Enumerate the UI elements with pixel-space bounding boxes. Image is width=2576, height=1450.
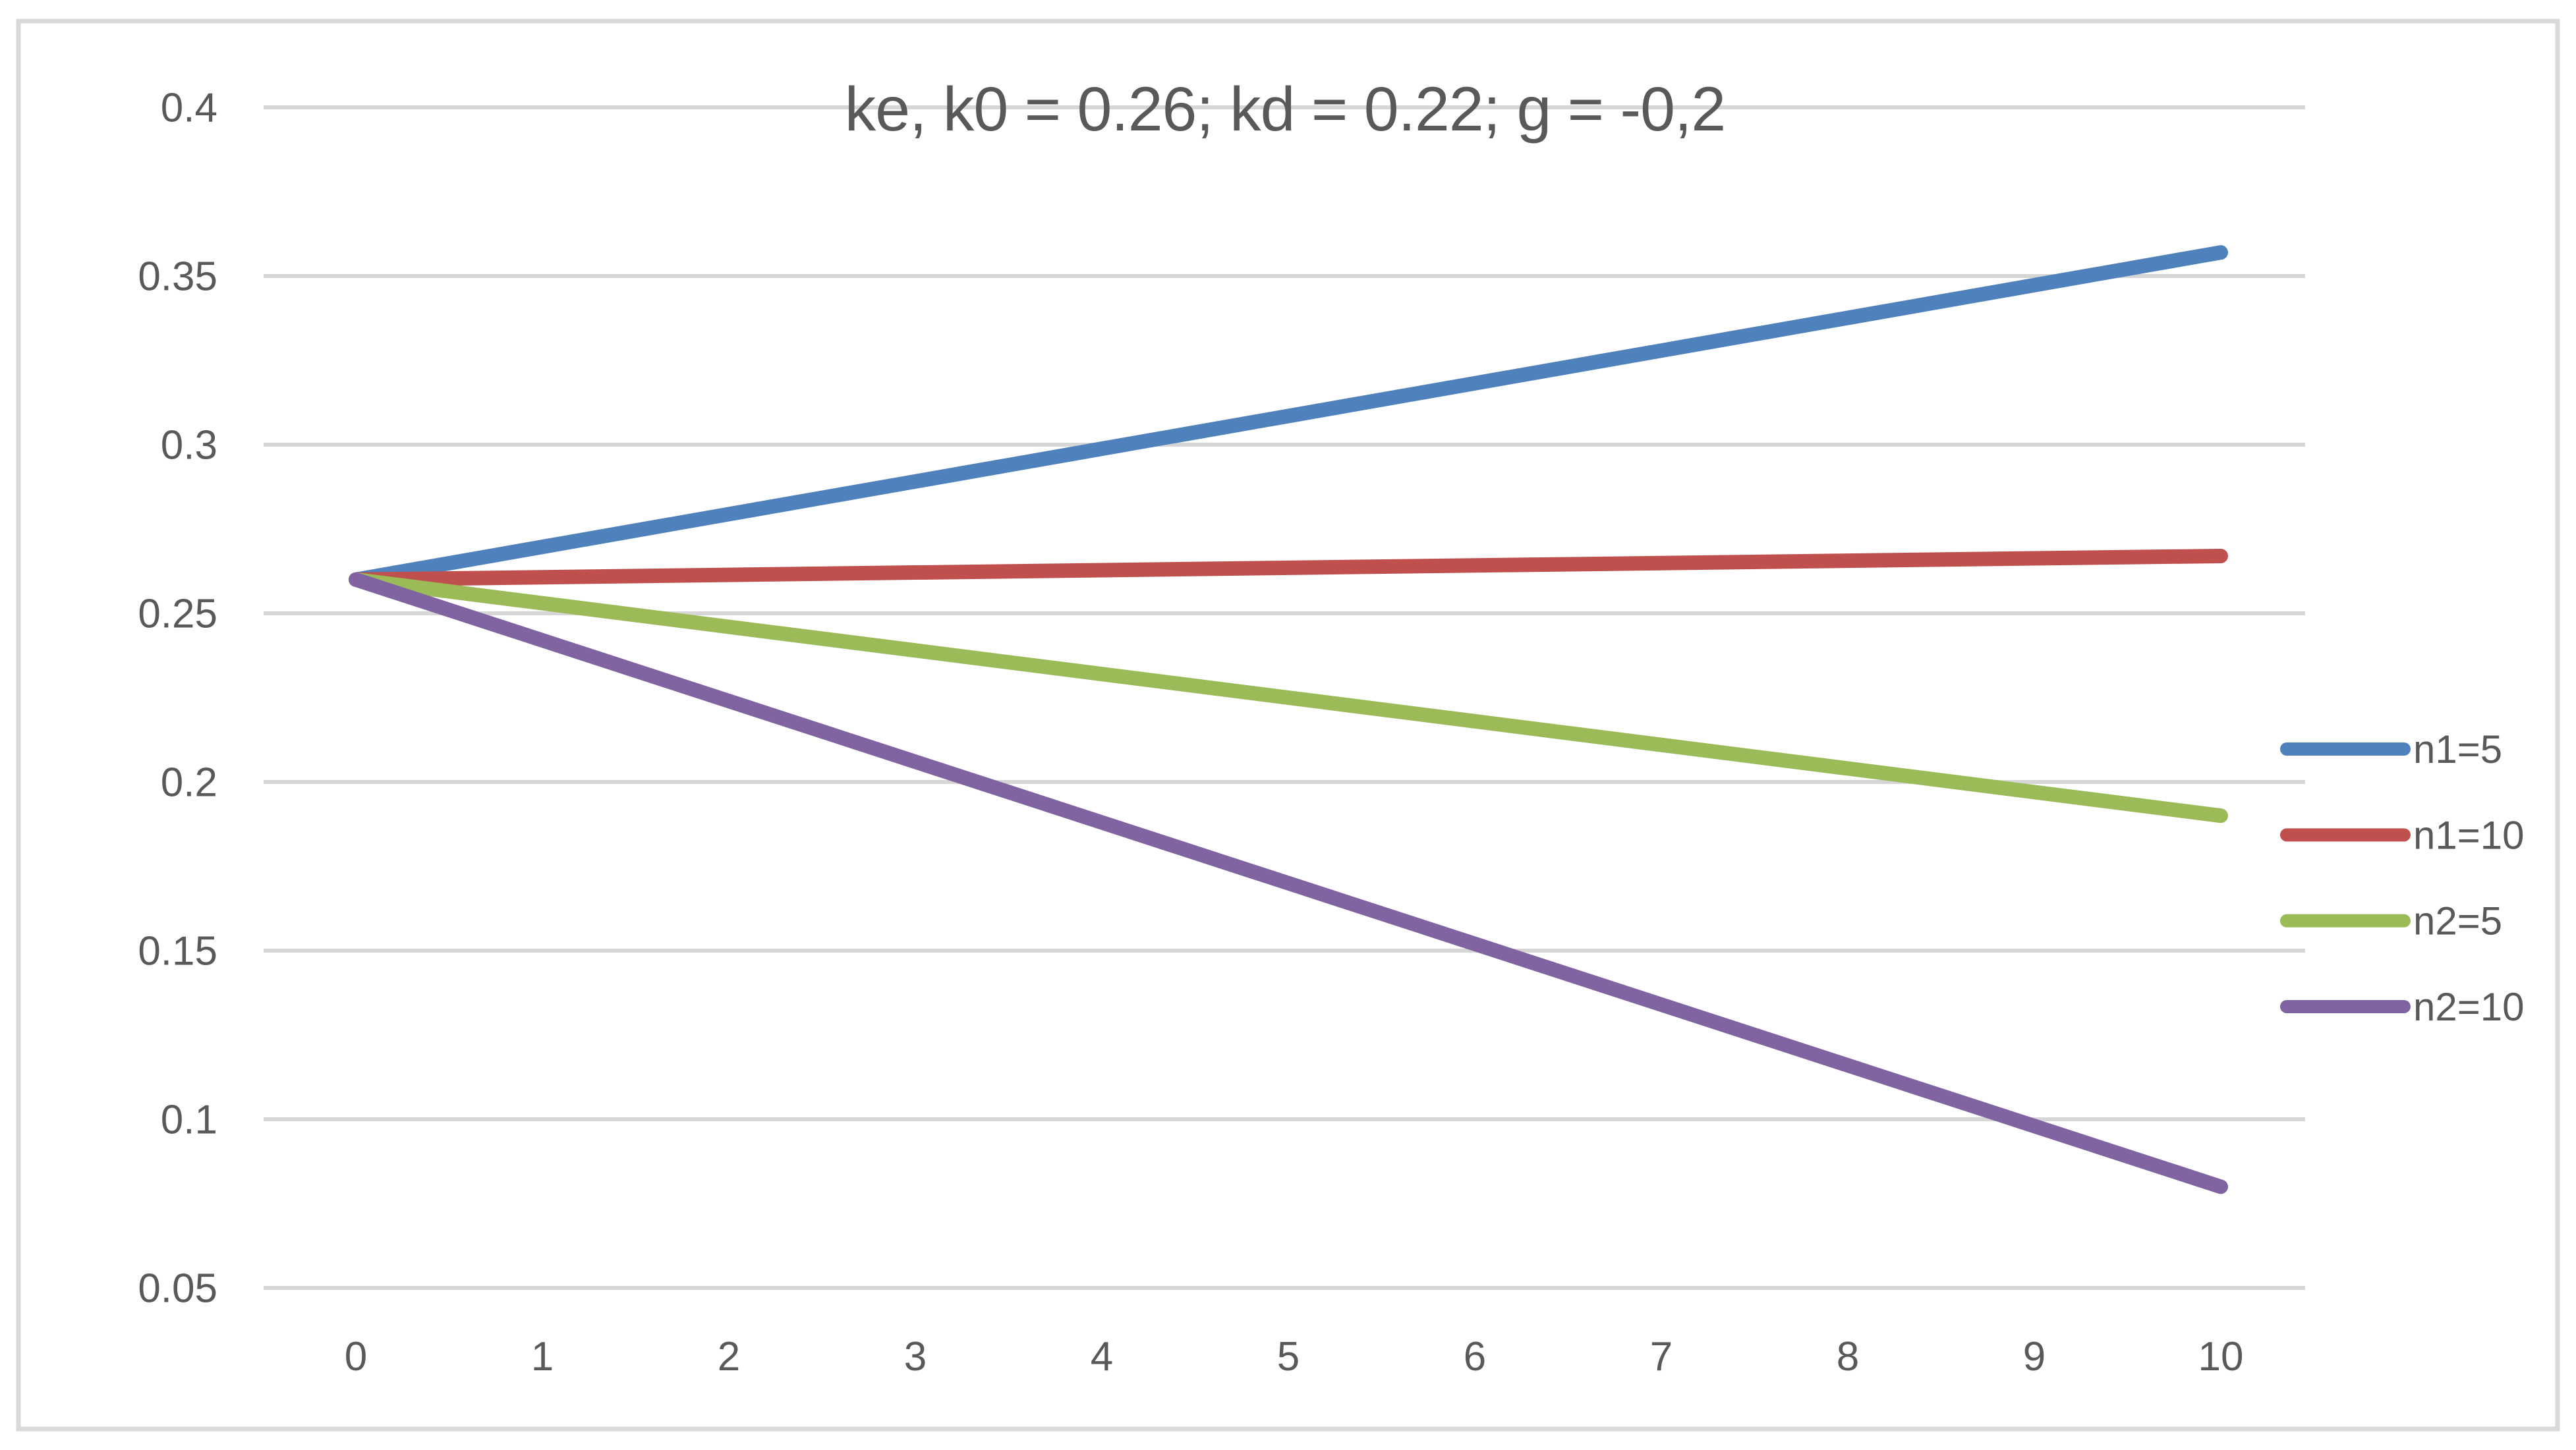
- x-tick-label: 6: [1464, 1334, 1486, 1380]
- x-tick-label: 8: [1837, 1334, 1859, 1380]
- y-tick-label: 0.05: [138, 1266, 217, 1312]
- series-line-n2-5: [349, 572, 2228, 823]
- x-tick-label: 4: [1091, 1334, 1113, 1380]
- x-tick-label: 1: [531, 1334, 554, 1380]
- series-line-n1-5: [349, 245, 2228, 587]
- y-tick-label: 0.1: [161, 1098, 217, 1143]
- x-tick-label: 0: [345, 1334, 367, 1380]
- x-tick-label: 9: [2023, 1334, 2046, 1380]
- y-tick-label: 0.3: [161, 423, 217, 468]
- series-line-n2-10: [349, 572, 2228, 1194]
- y-tick-label: 0.35: [138, 254, 217, 300]
- legend-label-n2-5: n2=5: [2413, 899, 2502, 943]
- x-tick-label: 10: [2198, 1334, 2244, 1380]
- series-line-n1-10: [349, 548, 2228, 587]
- legend-label-n2-10: n2=10: [2413, 985, 2525, 1029]
- y-tick-label: 0.25: [138, 592, 217, 637]
- y-tick-label: 0.2: [161, 760, 217, 806]
- x-tick-label: 5: [1277, 1334, 1300, 1380]
- x-tick-label: 2: [718, 1334, 740, 1380]
- x-tick-label: 3: [904, 1334, 927, 1380]
- x-tick-label: 7: [1650, 1334, 1673, 1380]
- legend-label-n1-10: n1=10: [2413, 813, 2525, 857]
- legend-label-n1-5: n1=5: [2413, 727, 2502, 771]
- chart-frame-border: [16, 18, 2560, 1432]
- y-tick-label: 0.15: [138, 929, 217, 974]
- y-tick-label: 0.4: [161, 86, 217, 131]
